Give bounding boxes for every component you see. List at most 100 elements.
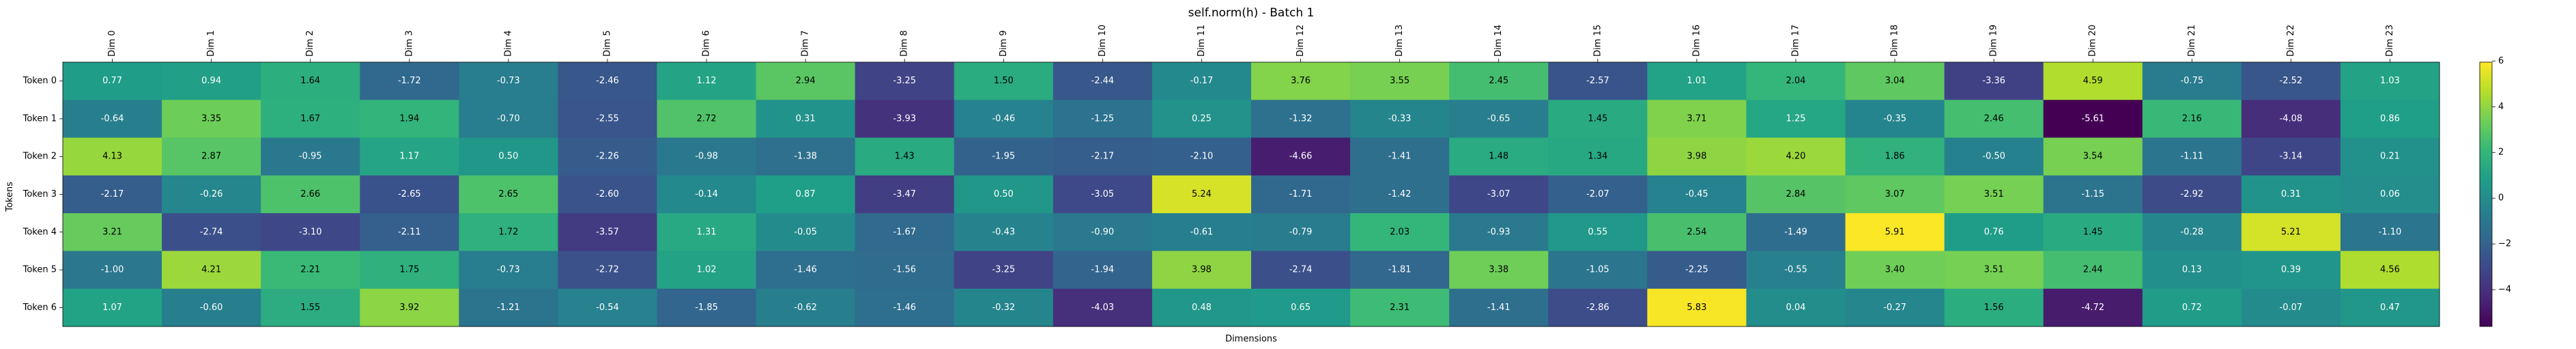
cell-value-label: 5.91	[1885, 227, 1905, 237]
heatmap-cell	[1251, 62, 1351, 100]
heatmap-cell	[360, 288, 459, 327]
cell-value-label: -1.81	[1388, 265, 1412, 275]
cell-value-label: -1.21	[497, 303, 520, 313]
cell-value-label: -0.07	[2280, 303, 2303, 313]
x-tick-label: Dim 12	[1296, 25, 1306, 57]
heatmap-cell	[1845, 62, 1945, 100]
x-tick-label: Dim 14	[1493, 25, 1504, 57]
heatmap-cell	[1647, 175, 1747, 214]
cell-value-label: 0.65	[1291, 303, 1311, 313]
colorbar-tick-label: 2	[2498, 148, 2504, 158]
cell-value-label: -0.17	[1190, 76, 1214, 86]
cell-value-label: -1.56	[893, 265, 916, 275]
heatmap-cell	[1350, 251, 1450, 290]
heatmap-cell	[855, 137, 955, 176]
cell-value-label: -3.05	[1091, 189, 1115, 199]
cell-value-label: -1.41	[1388, 152, 1412, 162]
cell-value-label: 4.13	[102, 152, 122, 162]
heatmap-cell	[1151, 213, 1252, 251]
heatmap-cell	[1845, 213, 1945, 251]
cell-value-label: 3.51	[1984, 189, 2004, 199]
heatmap-cell	[261, 137, 360, 176]
heatmap-cell	[261, 213, 360, 251]
heatmap-cell	[2142, 175, 2242, 214]
heatmap-cell	[1746, 175, 1846, 214]
x-tick-label: Dim 5	[602, 30, 612, 57]
heatmap-cell	[1647, 213, 1747, 251]
heatmap-cell	[1053, 175, 1153, 214]
cell-value-label: -3.14	[2280, 152, 2303, 162]
heatmap-cell	[1350, 137, 1450, 176]
cell-value-label: 0.13	[2182, 265, 2202, 275]
cell-value-label: -0.73	[497, 76, 520, 86]
cell-value-label: 0.76	[1984, 227, 2004, 237]
heatmap-cell	[1350, 100, 1450, 139]
heatmap-cell	[2241, 251, 2341, 290]
x-tick-label: Dim 7	[801, 30, 811, 57]
cell-value-label: 1.01	[1687, 76, 1706, 86]
cell-value-label: 3.04	[1885, 76, 1905, 86]
cell-value-label: -2.25	[1685, 265, 1708, 275]
heatmap-cell	[1845, 100, 1945, 139]
x-tick-label: Dim 15	[1592, 25, 1603, 57]
heatmap-cell	[1944, 175, 2044, 214]
heatmap-cell	[558, 213, 657, 251]
heatmap-cell	[1944, 100, 2044, 139]
heatmap-cell	[1746, 213, 1846, 251]
cell-value-label: -0.45	[1685, 189, 1708, 199]
cell-value-label: 3.35	[201, 113, 221, 124]
heatmap-cell	[2340, 137, 2440, 176]
heatmap-cell	[1151, 137, 1252, 176]
heatmap-cell	[162, 251, 261, 290]
heatmap-cell	[855, 288, 955, 327]
heatmap-cell	[360, 175, 459, 214]
cell-value-label: 0.48	[1192, 303, 1212, 313]
cell-value-label: -1.00	[101, 265, 124, 275]
x-tick-label: Dim 16	[1691, 25, 1702, 57]
x-tick-label: Dim 8	[900, 30, 910, 57]
cell-value-label: -2.65	[398, 189, 421, 199]
heatmap-cell	[1944, 251, 2044, 290]
cell-value-label: -0.70	[497, 113, 520, 124]
cell-value-label: -1.38	[794, 152, 817, 162]
cell-value-label: -2.46	[596, 76, 619, 86]
y-tick-label: Token 4	[23, 227, 57, 237]
cell-value-label: 4.21	[201, 265, 221, 275]
heatmap-cell	[1647, 137, 1747, 176]
cell-value-label: 0.31	[2281, 189, 2301, 199]
cell-value-label: 1.31	[697, 227, 717, 237]
heatmap-cell	[954, 100, 1054, 139]
cell-value-label: -0.60	[200, 303, 223, 313]
y-tick-label: Token 2	[23, 152, 57, 162]
cell-value-label: -1.25	[1091, 113, 1115, 124]
heatmap-cell	[1944, 62, 2044, 100]
colorbar-tick-label: −2	[2498, 239, 2511, 249]
heatmap-cell	[855, 62, 955, 100]
cell-value-label: 2.87	[201, 152, 221, 162]
x-tick-label: Dim 21	[2187, 25, 2197, 57]
cell-value-label: -3.57	[596, 227, 619, 237]
heatmap-cell	[63, 100, 162, 139]
y-tick-label: Token 5	[23, 265, 57, 275]
heatmap-cell	[954, 213, 1054, 251]
colorbar-tick-label: 4	[2498, 102, 2504, 112]
cell-value-label: 1.50	[994, 76, 1014, 86]
cell-value-label: 0.50	[994, 189, 1014, 199]
heatmap-cell	[1151, 175, 1252, 214]
heatmap-cell	[2241, 100, 2341, 139]
cell-value-label: 5.24	[1192, 189, 1212, 199]
cell-value-label: 3.40	[1885, 265, 1905, 275]
cell-value-label: -0.26	[200, 189, 223, 199]
heatmap-cell	[162, 100, 261, 139]
heatmap-cell	[1647, 100, 1747, 139]
cell-value-label: -2.07	[1586, 189, 1609, 199]
heatmap-cell	[1944, 213, 2044, 251]
x-tick-label: Dim 17	[1790, 25, 1801, 57]
cell-value-label: 4.20	[1786, 152, 1805, 162]
heatmap-cell	[63, 251, 162, 290]
cell-value-label: 2.65	[498, 189, 518, 199]
heatmap-cell	[657, 213, 757, 251]
heatmap-cell	[756, 175, 856, 214]
cell-value-label: -0.93	[1487, 227, 1511, 237]
heatmap-cell	[1845, 251, 1945, 290]
